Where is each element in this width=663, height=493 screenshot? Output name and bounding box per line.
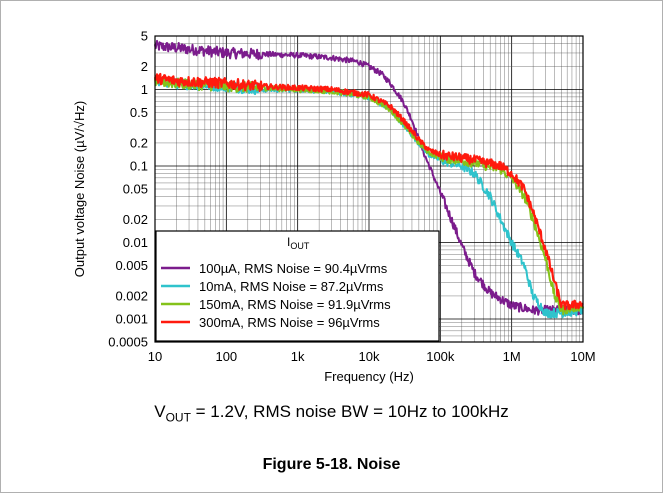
x-tick-label: 100k — [426, 349, 455, 364]
y-tick-label: 2 — [141, 59, 148, 74]
series-line-1 — [154, 39, 584, 316]
noise-chart: 5 2 1 0.5 0.2 0.1 0.05 0.02 0.01 0.005 0.002 0.001 0… — [72, 29, 596, 385]
x-tick-label: 10M — [570, 349, 595, 364]
x-axis-label: Frequency (Hz) — [324, 369, 414, 384]
x-tick-label: 1k — [291, 349, 305, 364]
legend-entry-3: 150mA, RMS Noise = 91.9µVrms — [199, 297, 391, 312]
y-tick-label: 0.02 — [123, 212, 148, 227]
y-tick-label: 0.05 — [123, 182, 148, 197]
plot-border — [154, 35, 584, 343]
y-tick-label: 0.001 — [115, 311, 148, 326]
figure-caption: Figure 5-18. Noise — [262, 456, 401, 473]
y-tick-label: 0.01 — [123, 235, 148, 250]
x-tick-labels: 10 100 1k 10k 100k 1M 10M — [148, 349, 596, 364]
chart-series — [153, 39, 584, 319]
y-tick-label: 0.2 — [130, 135, 148, 150]
legend-box — [155, 230, 440, 342]
y-tick-label: 1 — [141, 82, 148, 97]
series-line-4 — [153, 72, 584, 311]
y-tick-label: 0.1 — [130, 158, 148, 173]
y-tick-label: 0.002 — [115, 288, 148, 303]
x-tick-label: 10k — [359, 349, 380, 364]
y-tick-labels: 5 2 1 0.5 0.2 0.1 0.05 0.02 0.01 0.005 0.002 0.001 0… — [108, 29, 148, 350]
legend-entry-2: 10mA, RMS Noise = 87.2µVrms — [199, 279, 384, 294]
test-condition: VOUT = 1.2V, RMS noise BW = 10Hz to 100k… — [154, 402, 509, 425]
legend-entry-1: 100µA, RMS Noise = 90.4µVrms — [199, 261, 388, 276]
y-tick-label: 0.005 — [115, 258, 148, 273]
y-tick-label: 0.5 — [130, 105, 148, 120]
y-tick-label: 0.0005 — [108, 335, 148, 350]
x-tick-label: 1M — [503, 349, 521, 364]
y-axis-label: Output voltage Noise (µV/√Hz) — [72, 101, 87, 277]
x-tick-label: 10 — [148, 349, 162, 364]
x-tick-label: 100 — [215, 349, 237, 364]
y-tick-label: 5 — [141, 29, 148, 44]
legend-entry-4: 300mA, RMS Noise = 96µVrms — [199, 315, 380, 330]
